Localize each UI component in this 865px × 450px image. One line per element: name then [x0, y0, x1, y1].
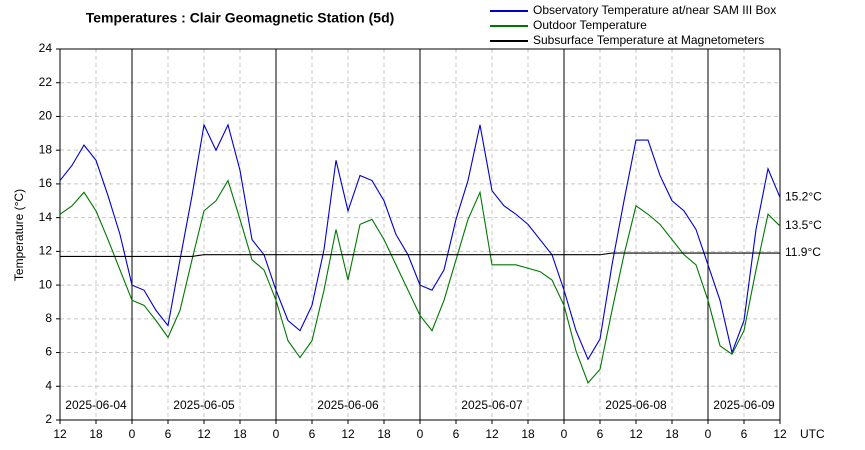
y-tick-label: 8	[45, 311, 52, 325]
x-tick-label: 18	[521, 427, 535, 441]
x-tick-label: 18	[377, 427, 391, 441]
y-tick-label: 6	[45, 345, 52, 359]
day-label: 2025-06-07	[461, 398, 523, 412]
x-tick-label: 12	[629, 427, 643, 441]
legend-label: Outdoor Temperature	[533, 18, 647, 32]
x-tick-label: 6	[741, 427, 748, 441]
day-label: 2025-06-04	[65, 398, 127, 412]
day-label: 2025-06-09	[713, 398, 775, 412]
series-line	[59, 179, 781, 384]
y-tick-label: 24	[39, 41, 53, 55]
day-label: 2025-06-05	[173, 398, 235, 412]
end-label: 11.9°C	[785, 245, 821, 259]
series-line	[60, 252, 780, 257]
y-tick-label: 10	[39, 277, 53, 291]
x-tick-label: 0	[705, 427, 712, 441]
y-tick-label: 4	[45, 378, 52, 392]
day-label: 2025-06-06	[317, 398, 379, 412]
end-label: 13.5°C	[785, 218, 822, 232]
plot-frame	[59, 48, 781, 421]
x-tick-label: 6	[453, 427, 460, 441]
x-tick-label: 0	[561, 427, 568, 441]
day-label: 2025-06-08	[605, 398, 667, 412]
end-label: 15.2°C	[785, 190, 822, 204]
y-tick-label: 14	[39, 210, 53, 224]
x-tick-label: 6	[309, 427, 316, 441]
x-tick-label: 18	[665, 427, 679, 441]
y-tick-label: 22	[39, 75, 53, 89]
y-tick-label: 2	[45, 412, 52, 426]
x-tick-label: 12	[485, 427, 499, 441]
x-tick-label: 6	[165, 427, 172, 441]
x-axis-label: UTC	[800, 427, 825, 441]
series-line	[59, 123, 781, 361]
x-tick-label: 0	[273, 427, 280, 441]
x-tick-label: 12	[197, 427, 211, 441]
x-tick-label: 12	[53, 427, 67, 441]
x-tick-label: 18	[89, 427, 103, 441]
y-tick-label: 12	[39, 244, 53, 258]
x-tick-label: 12	[341, 427, 355, 441]
x-tick-label: 0	[417, 427, 424, 441]
x-tick-label: 6	[597, 427, 604, 441]
y-tick-label: 20	[39, 109, 53, 123]
chart-title: Temperatures : Clair Geomagnetic Station…	[86, 10, 395, 26]
legend-label: Subsurface Temperature at Magnetometers	[533, 33, 764, 47]
y-tick-label: 16	[39, 176, 53, 190]
x-tick-label: 18	[233, 427, 247, 441]
y-tick-label: 18	[39, 142, 53, 156]
x-tick-label: 0	[129, 427, 136, 441]
y-axis-label: Temperature (°C)	[12, 189, 26, 281]
x-tick-label: 12	[773, 427, 787, 441]
legend-label: Observatory Temperature at/near SAM III …	[533, 3, 776, 17]
